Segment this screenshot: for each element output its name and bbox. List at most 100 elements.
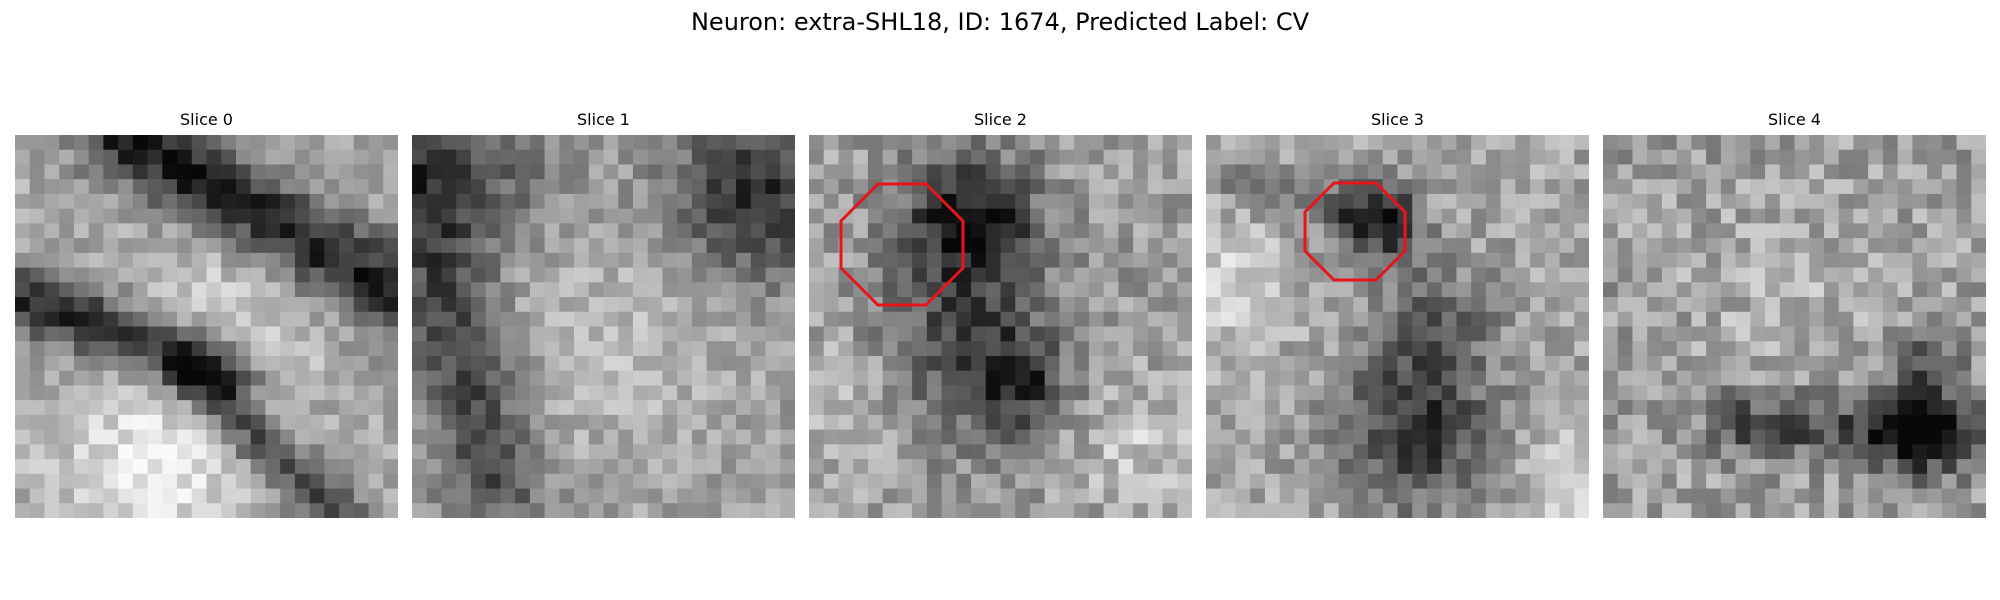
pixel <box>339 341 355 357</box>
pixel <box>1559 179 1575 195</box>
pixel <box>1015 355 1031 372</box>
pixel <box>1029 267 1046 283</box>
pixel <box>1294 459 1310 475</box>
pixel <box>1632 238 1648 254</box>
pixel <box>1441 282 1458 298</box>
pixel <box>823 164 840 180</box>
pixel <box>426 297 443 313</box>
pixel <box>1941 252 1958 269</box>
pixel <box>1177 179 1192 195</box>
pixel <box>1353 341 1369 357</box>
pixel <box>1971 400 1986 416</box>
pixel <box>1162 488 1178 504</box>
pixel <box>1661 238 1678 254</box>
pixel <box>1927 252 1943 269</box>
pixel <box>412 503 428 518</box>
pixel <box>1927 459 1943 475</box>
pixel <box>15 385 31 401</box>
pixel <box>1133 267 1149 283</box>
pixel <box>1456 179 1472 195</box>
pixel <box>809 473 825 490</box>
pixel <box>1868 385 1884 401</box>
pixel <box>1544 488 1561 504</box>
pixel <box>1059 223 1075 239</box>
pixel <box>1382 208 1399 224</box>
pixel <box>280 400 296 416</box>
pixel <box>559 179 575 195</box>
pixel <box>1279 355 1295 372</box>
pixel <box>29 164 46 180</box>
pixel <box>1177 282 1192 298</box>
pixel <box>780 179 795 195</box>
pixel <box>1500 238 1516 254</box>
pixel <box>1647 488 1663 504</box>
pixel <box>1809 238 1825 254</box>
pixel <box>823 135 840 151</box>
pixel <box>250 179 267 195</box>
pixel <box>956 135 972 151</box>
pixel <box>823 252 840 269</box>
pixel <box>1412 164 1428 180</box>
pixel <box>926 252 943 269</box>
pixel <box>1338 208 1354 224</box>
pixel <box>470 311 487 328</box>
pixel <box>1838 355 1855 372</box>
pixel <box>1029 385 1046 401</box>
pixel <box>1794 179 1810 195</box>
pixel <box>1456 267 1472 283</box>
pixel <box>1676 459 1692 475</box>
pixel <box>1015 459 1031 475</box>
pixel <box>1941 135 1958 151</box>
pixel <box>1530 355 1546 372</box>
pixel <box>368 282 384 298</box>
pixel <box>191 223 208 239</box>
pixel <box>426 223 443 239</box>
pixel <box>309 149 325 166</box>
pixel <box>426 488 443 504</box>
pixel <box>1559 208 1575 224</box>
pixel <box>632 311 649 328</box>
pixel <box>1220 385 1237 401</box>
pixel <box>15 355 31 372</box>
pixel <box>1897 459 1913 475</box>
pixel <box>780 400 795 416</box>
pixel <box>1309 223 1325 239</box>
pixel <box>1441 488 1458 504</box>
pixel <box>1603 414 1619 431</box>
pixel <box>691 311 708 328</box>
pixel <box>1691 459 1707 475</box>
pixel <box>1044 370 1061 387</box>
pixel <box>1162 135 1178 151</box>
pixel <box>603 223 619 239</box>
pixel <box>1720 370 1737 387</box>
pixel <box>1279 252 1295 269</box>
pixel <box>1750 238 1766 254</box>
pixel <box>1956 488 1972 504</box>
pixel <box>353 208 370 224</box>
pixel <box>750 223 767 239</box>
pixel <box>1220 473 1237 490</box>
pixel <box>294 370 311 387</box>
pixel <box>206 370 222 387</box>
pixel <box>1971 282 1986 298</box>
pixel <box>662 164 678 180</box>
pixel <box>1220 267 1237 283</box>
pixel <box>1177 488 1192 504</box>
pixel <box>574 400 590 416</box>
pixel <box>1220 370 1237 387</box>
pixel <box>867 429 884 445</box>
pixel <box>1264 193 1281 210</box>
pixel <box>588 193 605 210</box>
pixel <box>1147 208 1164 224</box>
pixel <box>529 488 546 504</box>
pixel <box>632 252 649 269</box>
pixel <box>15 429 31 445</box>
pixel <box>1338 238 1354 254</box>
pixel <box>1323 297 1340 313</box>
pixel <box>1294 488 1310 504</box>
pixel <box>1765 311 1781 328</box>
pixel <box>1853 444 1869 460</box>
pixel <box>59 311 75 328</box>
pixel <box>1000 223 1016 239</box>
pixel <box>1456 223 1472 239</box>
